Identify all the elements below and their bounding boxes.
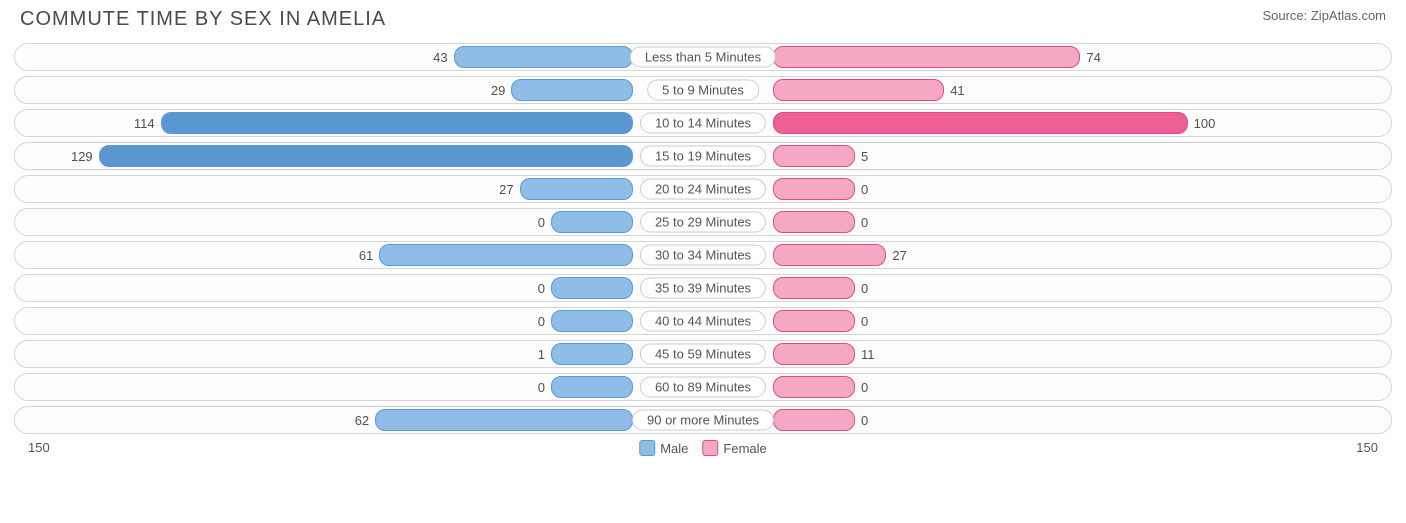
category-label: 20 to 24 Minutes [640,179,766,200]
male-value: 129 [65,149,99,164]
female-bar [773,145,855,167]
commute-chart: Commute Time by Sex in Amelia Source: Zi… [0,0,1406,464]
female-bar [773,79,944,101]
female-value: 100 [1188,116,1222,131]
female-value: 0 [855,380,874,395]
male-value: 62 [349,413,375,428]
female-bar [773,178,855,200]
chart-source: Source: ZipAtlas.com [1262,8,1386,23]
female-bar [773,277,855,299]
female-bar [773,343,855,365]
legend: Male Female [639,440,767,456]
female-value: 27 [886,248,912,263]
male-value: 0 [532,380,551,395]
female-bar [773,112,1188,134]
track-row: 61 27 30 to 34 Minutes [14,241,1392,269]
track-row: 0 0 25 to 29 Minutes [14,208,1392,236]
male-value: 43 [427,50,453,65]
legend-item: Male [639,440,688,456]
female-bar [773,310,855,332]
category-label: 90 or more Minutes [632,410,774,431]
category-label: 60 to 89 Minutes [640,377,766,398]
category-label: 25 to 29 Minutes [640,212,766,233]
chart-footer: 150 Male Female 150 [12,438,1394,460]
axis-max-left: 150 [28,440,50,455]
male-value: 61 [353,248,379,263]
category-label: 35 to 39 Minutes [640,278,766,299]
male-bar [520,178,633,200]
male-bar [551,376,633,398]
category-label: 45 to 59 Minutes [640,344,766,365]
female-value: 0 [855,281,874,296]
female-value: 74 [1080,50,1106,65]
track-row: 0 0 60 to 89 Minutes [14,373,1392,401]
track-row: 11145 to 59 Minutes [14,340,1392,368]
male-bar [511,79,633,101]
male-value: 0 [532,215,551,230]
male-bar [551,310,633,332]
male-bar [454,46,633,68]
chart-header: Commute Time by Sex in Amelia Source: Zi… [12,8,1394,43]
female-side: 100 [703,110,1221,136]
male-bar [551,277,633,299]
male-value: 27 [493,182,519,197]
category-label: 5 to 9 Minutes [647,80,759,101]
male-bar [379,244,633,266]
legend-item: Female [702,440,766,456]
category-label: Less than 5 Minutes [630,47,776,68]
female-value: 0 [855,314,874,329]
male-bar [551,343,633,365]
female-value: 0 [855,182,874,197]
legend-swatch [639,440,655,456]
track-row: 0 0 40 to 44 Minutes [14,307,1392,335]
male-side: 129 [65,143,703,169]
male-value: 0 [532,314,551,329]
axis-max-right: 150 [1356,440,1378,455]
female-value: 41 [944,83,970,98]
track-row: 27 0 20 to 24 Minutes [14,175,1392,203]
category-label: 30 to 34 Minutes [640,245,766,266]
female-bar [773,46,1080,68]
female-bar [773,244,886,266]
track-row: 114 100 10 to 14 Minutes [14,109,1392,137]
chart-rows: 43 74 Less than 5 Minutes 29 41 5 to 9 Minute… [12,43,1394,434]
category-label: 10 to 14 Minutes [640,113,766,134]
track-row: 62 0 90 or more Minutes [14,406,1392,434]
male-bar [375,409,633,431]
legend-label: Male [660,441,688,456]
female-value: 5 [855,149,874,164]
legend-swatch [702,440,718,456]
male-value: 114 [128,116,161,131]
female-value: 0 [855,413,874,428]
male-side: 114 [128,110,703,136]
track-row: 43 74 Less than 5 Minutes [14,43,1392,71]
male-value: 1 [532,347,551,362]
track-row: 0 0 35 to 39 Minutes [14,274,1392,302]
track-row: 129 5 15 to 19 Minutes [14,142,1392,170]
male-bar [161,112,633,134]
female-bar [773,211,855,233]
category-label: 40 to 44 Minutes [640,311,766,332]
male-bar [551,211,633,233]
male-value: 0 [532,281,551,296]
chart-title: Commute Time by Sex in Amelia [20,8,386,31]
female-value: 0 [855,215,874,230]
male-bar [99,145,633,167]
female-value: 11 [855,347,881,362]
female-bar [773,376,855,398]
category-label: 15 to 19 Minutes [640,146,766,167]
female-bar [773,409,855,431]
legend-label: Female [723,441,766,456]
track-row: 29 41 5 to 9 Minutes [14,76,1392,104]
male-value: 29 [485,83,511,98]
